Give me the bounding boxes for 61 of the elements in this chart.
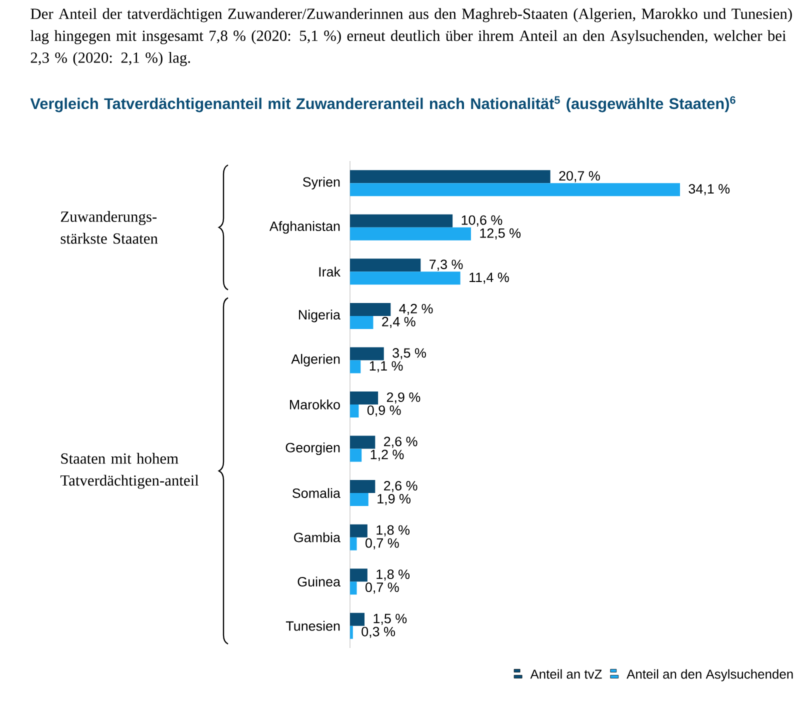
data-label: 34,1 % xyxy=(688,184,730,196)
y-tick-label: Guinea xyxy=(298,576,340,587)
chart-title: Vergleich Tatverdächtigenanteil mit Zuwandereranteil nach Nationalität$^{5}$ (ausgewählte Staaten)$^{6}$ xyxy=(30,96,736,112)
legend-label: Anteil an tvZ xyxy=(530,669,602,679)
bar xyxy=(350,480,376,494)
data-label: 10,6 % xyxy=(462,215,502,226)
data-label: 20,7 % xyxy=(559,171,600,182)
y-tick-label: Irak xyxy=(319,266,341,277)
bar xyxy=(350,214,453,228)
bar xyxy=(350,316,374,329)
bar xyxy=(350,493,368,506)
data-label: 11,4 % xyxy=(470,272,509,284)
bar xyxy=(350,448,362,462)
bar xyxy=(350,360,361,374)
bar xyxy=(350,170,550,184)
data-label: 0,9 % xyxy=(367,405,401,417)
data-label: 7,3 % xyxy=(430,260,463,271)
text: Der Anteil der tatverdächtigen Zuwanderer/Zuwanderinnen aus den Maghreb-Staaten (Algerien, Marokko und Tunesien) lag hingegen mit insgesamt 7,8 % (2020: 5,1 %) erneut deutlich über ihrem Anteil an den Asylsuchenden, welcher bei 2,3 % (2020: 2,1 %) lag. xyxy=(30,8,792,66)
data-label: 1,9 % xyxy=(378,494,410,506)
bar xyxy=(350,436,376,449)
data-label: 2,6 % xyxy=(384,436,418,448)
y-tick-label: Tunesien xyxy=(286,620,340,631)
bar xyxy=(350,392,378,405)
data-label: 2,4 % xyxy=(382,316,416,328)
data-label: 0,7 % xyxy=(366,538,399,550)
y-tick-label: Algerien xyxy=(291,354,340,367)
bar xyxy=(350,258,421,272)
bar xyxy=(350,537,357,550)
y-tick-label: Nigeria xyxy=(298,310,340,322)
bar xyxy=(350,524,368,538)
bar xyxy=(350,582,357,595)
data-label: 2,9 % xyxy=(386,392,420,404)
y-tick-label: Somalia xyxy=(292,488,340,498)
bar xyxy=(350,626,353,639)
y-tick-label: Gambia xyxy=(294,532,340,542)
bar xyxy=(350,302,391,316)
data-label: 0,7 % xyxy=(366,582,399,594)
data-label: 1,5 % xyxy=(374,614,407,625)
y-tick-label: Georgien xyxy=(286,442,340,456)
data-label: 1,8 % xyxy=(376,570,410,581)
bar xyxy=(350,183,680,196)
legend-label: Anteil an den Asylsuchenden xyxy=(626,669,793,682)
bar xyxy=(350,568,368,582)
data-label: 4,2 % xyxy=(399,304,433,316)
text: Staaten mit hohem Tatverdächtigen-anteil xyxy=(60,452,199,489)
y-tick-label: Marokko xyxy=(290,400,340,410)
data-label: 1,2 % xyxy=(370,450,404,461)
bar xyxy=(350,612,365,626)
bar xyxy=(350,347,384,360)
bar xyxy=(350,272,460,285)
data-label: 0,3 % xyxy=(362,626,396,638)
data-label: 1,8 % xyxy=(376,525,410,536)
bar xyxy=(350,404,359,418)
data-label: 1,1 % xyxy=(370,361,403,372)
text: Zuwanderungs-stärkste Staaten xyxy=(60,211,158,244)
y-tick-label: Syrien xyxy=(302,176,340,190)
bar xyxy=(350,227,471,240)
y-tick-label: Afghanistan xyxy=(269,221,340,234)
data-label: 3,5 % xyxy=(392,348,426,360)
data-label: 12,5 % xyxy=(480,228,521,240)
data-label: 2,6 % xyxy=(384,480,418,492)
